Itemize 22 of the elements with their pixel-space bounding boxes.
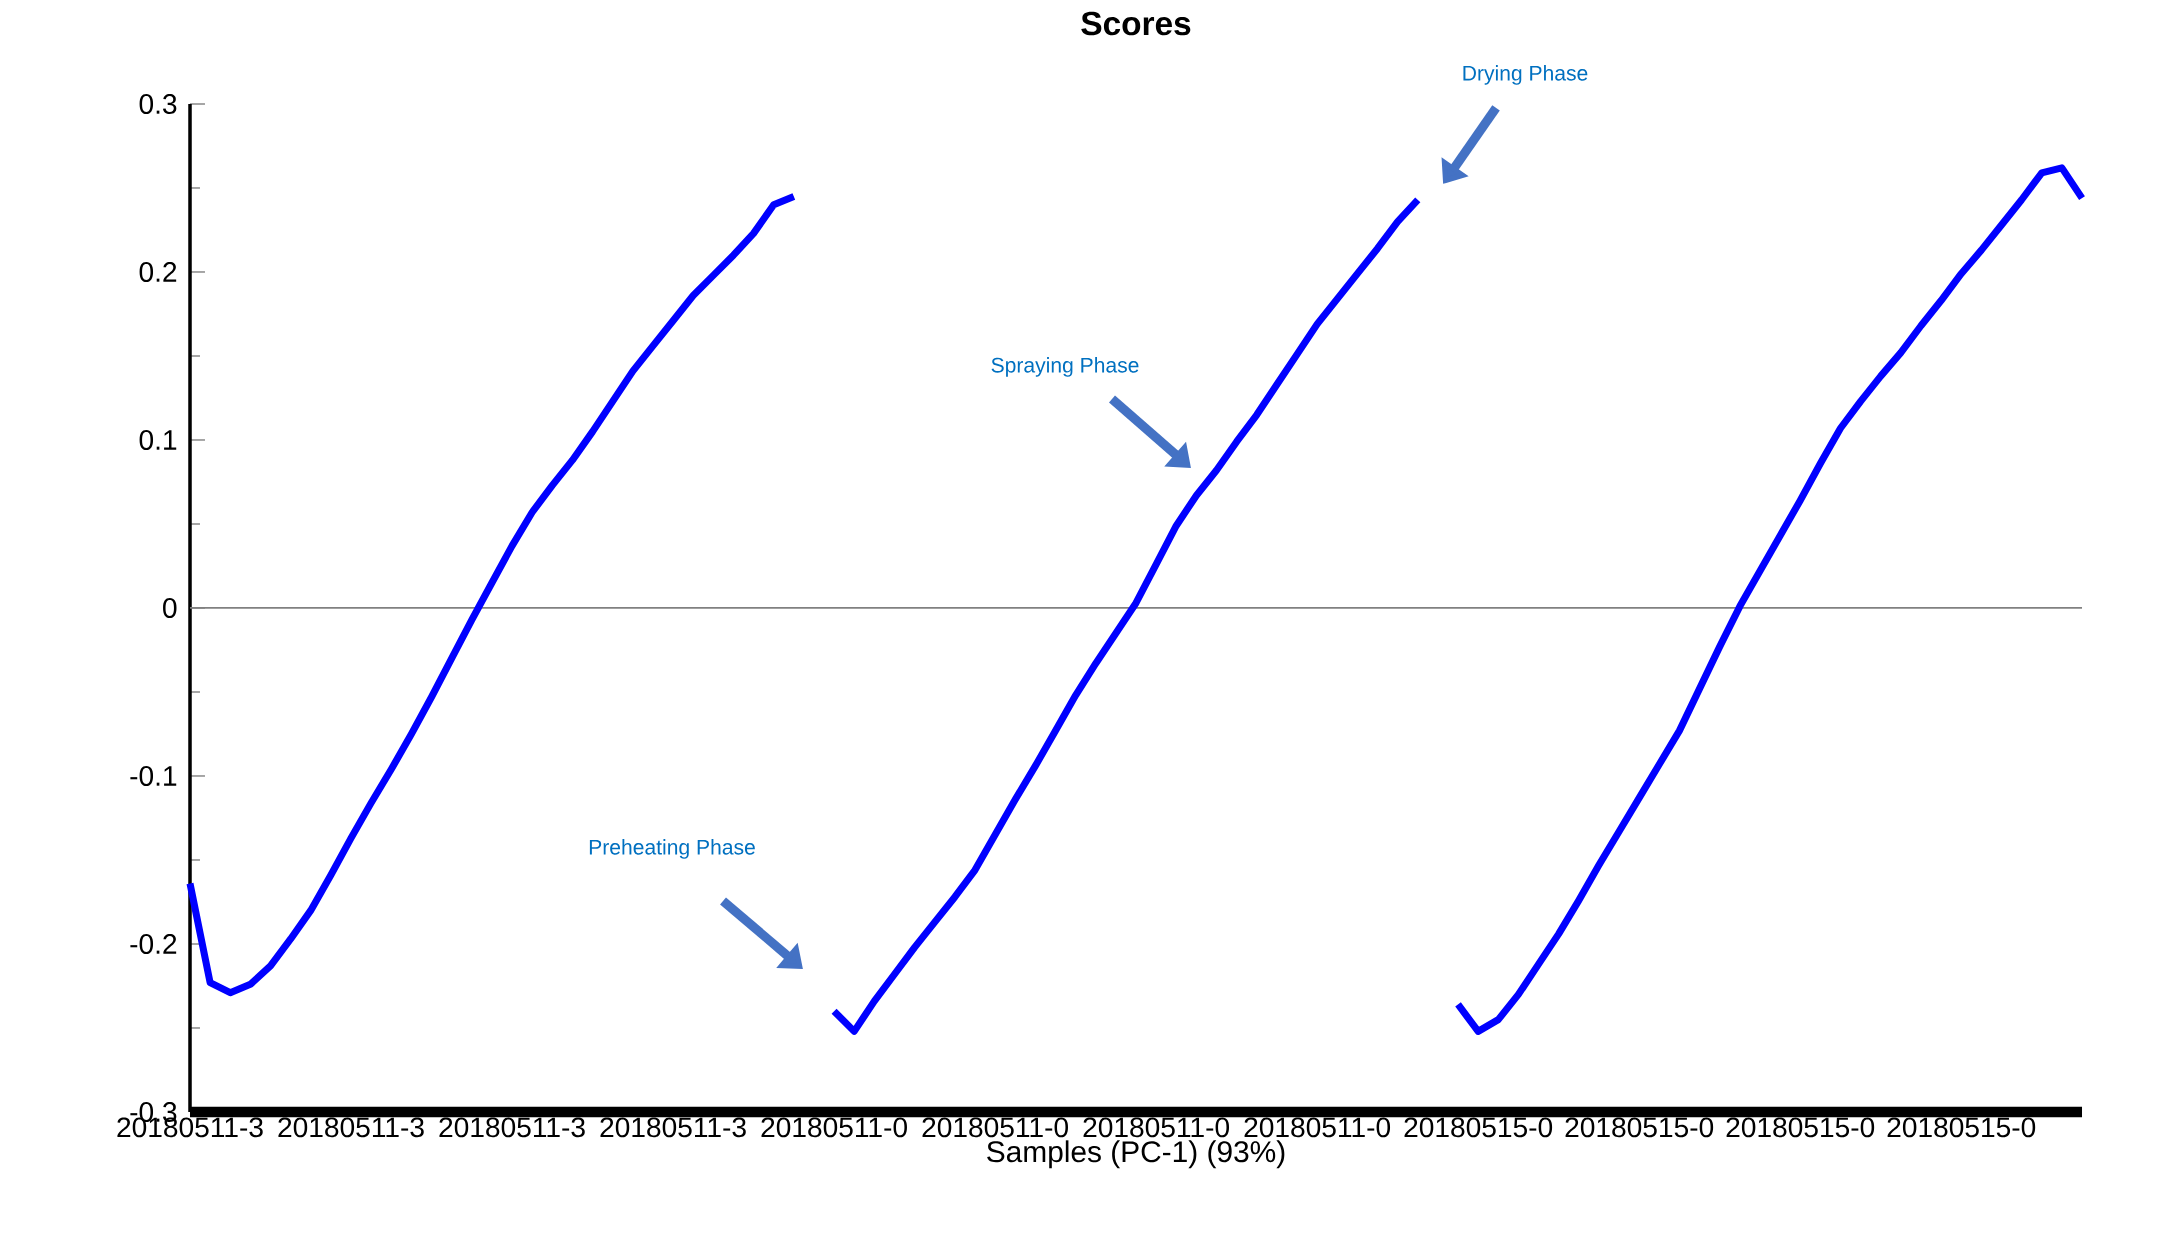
x-tick-label: 20180511-0: [922, 1117, 1068, 1138]
text: Drying Phase: [1463, 65, 1588, 85]
x-tick-label: 20180511-3: [278, 1117, 424, 1138]
x-tick-label: 20180511-0: [1083, 1117, 1230, 1138]
annotation: Preheating Phase: [589, 839, 755, 859]
y-tick-label: 0.2: [139, 262, 177, 282]
x-tick-label: 20180511-0: [761, 1117, 907, 1138]
y-tick-label: -0.1: [130, 766, 177, 786]
x-tick-label: 20180511-3: [600, 1117, 746, 1138]
y-tick-label: -0.2: [130, 934, 177, 954]
chart-title: Scores: [1081, 11, 1191, 36]
x-axis-title: Samples (PC-1) (93%): [987, 1140, 1285, 1169]
x-tick-label: 20180511-3: [439, 1117, 585, 1138]
y-tick-label: 0.1: [139, 430, 177, 450]
x-tick-label: 20180515-0: [1565, 1117, 1714, 1138]
x-tick-label: 20180515-0: [1404, 1117, 1553, 1138]
x-tick-label: 20180511-0: [1244, 1117, 1391, 1138]
x-tick-label: 20180515-0: [1726, 1117, 1875, 1138]
y-tick-label: 0: [163, 598, 177, 618]
annotation: Spraying Phase: [991, 357, 1139, 377]
y-tick-label: 0.3: [139, 94, 177, 114]
x-tick-label: 20180515-0: [1887, 1117, 2036, 1138]
